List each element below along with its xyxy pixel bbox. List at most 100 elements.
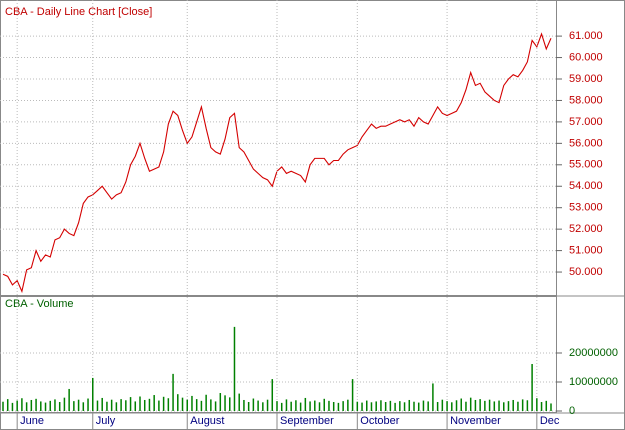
volume-bar — [455, 400, 458, 411]
volume-bar — [262, 402, 264, 411]
volume-bar — [290, 401, 292, 411]
y-tick-label: 50.000 — [569, 266, 603, 278]
y-tick-label: 60.000 — [569, 51, 603, 63]
volume-bar — [167, 398, 170, 411]
volume-bar — [427, 401, 429, 411]
volume-bar — [143, 399, 146, 411]
volume-bar — [148, 398, 151, 411]
volume-bar — [493, 401, 496, 411]
y-tick-label: 57.000 — [569, 116, 603, 128]
volume-bar — [323, 398, 325, 411]
volume-bar — [68, 388, 70, 411]
y-tick-label: 10000000 — [569, 376, 618, 388]
volume-bar — [134, 401, 137, 411]
volume-bar — [417, 402, 420, 411]
volume-bar — [304, 397, 307, 411]
volume-bar — [120, 399, 122, 411]
volume-bar — [200, 400, 203, 411]
volume-bar — [295, 400, 297, 411]
volume-bar — [328, 400, 330, 411]
volume-bar — [521, 399, 524, 411]
volume-bar — [177, 394, 179, 411]
volume-bar — [479, 399, 481, 411]
volume-bar — [280, 402, 283, 411]
volume-bar — [536, 398, 538, 411]
volume-bar — [399, 401, 401, 411]
volume-bar — [243, 399, 245, 411]
volume-bar — [205, 394, 207, 411]
y-tick-label: 51.000 — [569, 245, 603, 257]
x-tick-label: October — [360, 415, 399, 427]
y-tick-label: 20000000 — [569, 347, 618, 359]
volume-bar — [375, 401, 377, 411]
volume-bar — [16, 400, 18, 411]
price-title: CBA - Daily Line Chart [Close] — [5, 6, 152, 18]
volume-bar — [153, 395, 155, 411]
volume-bar — [247, 402, 250, 411]
volume-bar — [394, 402, 396, 411]
volume-bar — [44, 402, 47, 411]
x-tick-label: August — [190, 415, 224, 427]
volume-bar — [191, 395, 193, 411]
volume-bar — [257, 400, 259, 411]
x-tick-label: September — [280, 415, 334, 427]
volume-bar — [82, 402, 85, 411]
volume-bar — [106, 401, 108, 411]
volume-bar — [30, 399, 33, 411]
volume-bar — [550, 403, 552, 411]
volume-bar — [285, 399, 288, 411]
volume-bar — [266, 399, 269, 411]
volume-bar — [503, 402, 505, 411]
volume-bar — [129, 397, 132, 411]
volume-title: CBA - Volume — [5, 298, 73, 310]
volume-bar — [238, 393, 240, 411]
volume-bar — [195, 399, 198, 411]
volume-bar — [139, 396, 141, 411]
volume-bar — [342, 401, 344, 411]
volume-bar — [432, 383, 434, 411]
volume-bar — [408, 399, 411, 411]
volume-bar — [181, 397, 184, 411]
volume-bar — [233, 326, 236, 411]
volume-bar — [451, 402, 453, 411]
volume-bar — [309, 401, 311, 411]
volume-bar — [276, 401, 278, 411]
volume-bar — [332, 402, 335, 411]
y-tick-label: 58.000 — [569, 94, 603, 106]
volume-bar — [488, 399, 491, 411]
x-tick-label: Dec — [540, 415, 560, 427]
volume-bar — [224, 395, 226, 411]
y-tick-label: 56.000 — [569, 137, 603, 149]
volume-bar — [366, 400, 368, 411]
volume-bar — [186, 399, 188, 411]
y-tick-label: 54.000 — [569, 180, 603, 192]
volume-bar — [40, 401, 42, 411]
volume-bar — [507, 401, 510, 411]
volume-bar — [77, 399, 80, 411]
volume-bar — [35, 398, 37, 411]
volume-bar — [115, 402, 118, 411]
volume-bar — [158, 400, 160, 411]
volume-bar — [469, 397, 472, 411]
volume-bar — [361, 402, 363, 411]
volume-bar — [318, 402, 321, 411]
volume-bar — [21, 398, 23, 411]
volume-bar — [2, 401, 4, 411]
volume-bar — [531, 364, 533, 411]
volume-bar — [545, 400, 548, 411]
volume-bar — [460, 398, 462, 411]
y-tick-label: 55.000 — [569, 159, 603, 171]
volume-bar — [474, 399, 477, 411]
volume-bar — [356, 401, 359, 411]
volume-bar — [214, 401, 217, 411]
volume-bar — [210, 399, 212, 411]
volume-bar — [87, 398, 89, 411]
volume-bar — [25, 402, 28, 411]
y-tick-label: 52.000 — [569, 223, 603, 235]
volume-bar — [96, 400, 99, 411]
volume-bar — [63, 397, 66, 411]
y-tick-label: 61.000 — [569, 30, 603, 42]
volume-bar — [540, 402, 543, 411]
